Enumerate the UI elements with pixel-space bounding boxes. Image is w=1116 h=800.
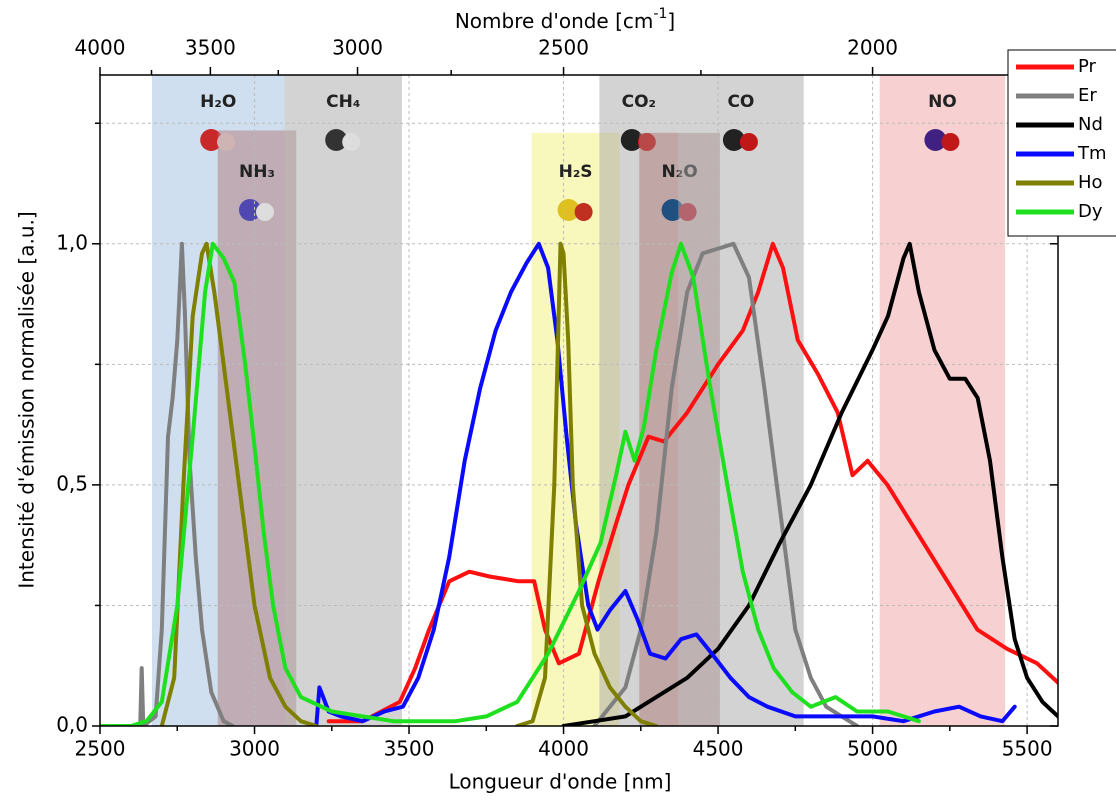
molecule-icon — [238, 199, 261, 221]
molecule-icon — [661, 199, 684, 221]
band-label: CO₂ — [622, 92, 656, 112]
molecule-icon — [739, 133, 758, 151]
axes: 0,0 0,5 1,0 2500 3000 3500 4000 4500 5000 5500 400… — [56, 36, 1059, 761]
x-tick-label: 2500 — [75, 737, 126, 761]
x2-tick-label: 3000 — [332, 36, 383, 60]
series-line — [100, 241, 921, 726]
x-tick-label: 4500 — [693, 737, 744, 761]
x-axis-title: Longueur d'onde [nm] — [449, 770, 672, 794]
gas-band — [284, 75, 402, 726]
legend-label: Pr — [1078, 56, 1097, 77]
molecule-icon — [941, 133, 960, 151]
molecule-icon — [620, 129, 643, 151]
x-tick-label: 4000 — [538, 737, 589, 761]
band-label: CO — [727, 92, 754, 112]
series-line — [561, 241, 1058, 726]
x2-tick-label: 2000 — [847, 36, 898, 60]
molecule-icon — [574, 203, 593, 221]
gas-band — [217, 130, 297, 726]
legend-label: Dy — [1078, 201, 1103, 222]
x2-title-sup: -1 — [653, 6, 667, 22]
x2-axis-title: Nombre d'onde [cm-1] — [455, 6, 675, 33]
band-label: CH₄ — [326, 92, 360, 112]
molecule-icon — [342, 133, 361, 151]
x2-title-end: ] — [667, 9, 675, 33]
molecule-icon — [255, 203, 274, 221]
y-tick-label: 1,0 — [56, 230, 88, 254]
x-tick-label: 5500 — [1002, 737, 1053, 761]
band-label: NH₃ — [239, 162, 275, 182]
legend-box — [1007, 49, 1116, 237]
band-label: NO — [928, 92, 957, 112]
x2-tick-label: 3500 — [185, 36, 236, 60]
molecule-icon — [722, 129, 745, 151]
molecule-icon — [200, 129, 223, 151]
legend-label: Tm — [1077, 143, 1107, 164]
x2-tick-label: 2500 — [538, 36, 589, 60]
series-line — [314, 241, 1017, 726]
series-line — [138, 241, 860, 726]
bands: H₂ONH₃CH₄H₂SCO₂N₂OCONO — [151, 75, 1006, 726]
x-tick-label: 3000 — [229, 737, 280, 761]
x-tick-label: 5000 — [847, 737, 898, 761]
y-tick-label: 0,5 — [56, 471, 88, 495]
legend-label: Er — [1078, 85, 1097, 106]
legend-label: Nd — [1078, 114, 1103, 135]
series-line — [326, 241, 1058, 724]
molecule-icon — [924, 129, 947, 151]
plot-frame — [99, 74, 1059, 727]
molecule-icon — [325, 129, 348, 151]
legend-label: Ho — [1078, 172, 1103, 193]
band-label: H₂O — [200, 92, 236, 112]
legend: Pr Er Nd Tm Ho Dy — [1007, 49, 1116, 237]
x2-title-text: Nombre d'onde [cm — [455, 9, 654, 33]
series-line — [159, 241, 659, 726]
x-tick-label: 3500 — [384, 737, 435, 761]
band-label: H₂S — [559, 162, 593, 182]
y-axis-title: Intensité d'émission normalisée [a.u.] — [15, 211, 39, 588]
y-tick-label: 0,0 — [56, 713, 88, 737]
gas-band — [879, 75, 1006, 726]
curves — [100, 241, 1058, 726]
x2-tick-label: 4000 — [75, 36, 126, 60]
